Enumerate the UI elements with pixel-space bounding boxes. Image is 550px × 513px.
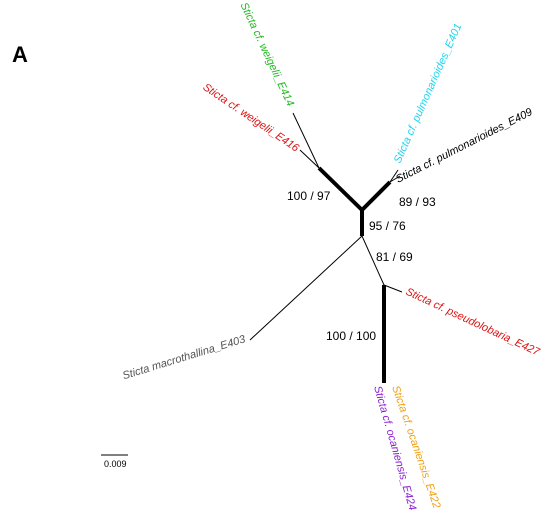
branch-e416 — [299, 149, 320, 169]
branch-e427 — [383, 284, 403, 293]
panel-label: A — [12, 42, 28, 67]
branch-e409 — [389, 175, 401, 183]
branch-pulmonarioides-clade — [360, 180, 392, 212]
support-ocaniensis-clade: 100 / 100 — [326, 329, 376, 343]
tree-branches — [249, 112, 403, 383]
branch-weigelii-clade — [317, 166, 364, 212]
branch-e403 — [249, 235, 363, 341]
branch-e414 — [292, 112, 320, 169]
support-central-node: 95 / 76 — [369, 219, 406, 233]
taxon-label-e414: Sticta cf. weigelii_E414 — [237, 1, 296, 109]
support-weigelii-clade: 100 / 97 — [287, 189, 331, 203]
support-lower-node: 81 / 69 — [376, 250, 413, 264]
scale-bar-label: 0.009 — [104, 459, 127, 469]
taxon-label-e403: Sticta macrothallina_E403 — [121, 333, 248, 382]
scale-bar: 0.009 — [101, 454, 128, 469]
branch-lower — [361, 235, 385, 286]
taxon-label-e427: Sticta cf. pseudolobaria_E427 — [404, 286, 542, 359]
branch-e401 — [389, 169, 399, 183]
support-values: 100 / 97 89 / 93 95 / 76 81 / 69 100 / 1… — [287, 189, 436, 343]
taxon-labels: Sticta cf. weigelii_E414 Sticta cf. weig… — [121, 1, 542, 512]
support-pulmonarioides-clade: 89 / 93 — [399, 195, 436, 209]
